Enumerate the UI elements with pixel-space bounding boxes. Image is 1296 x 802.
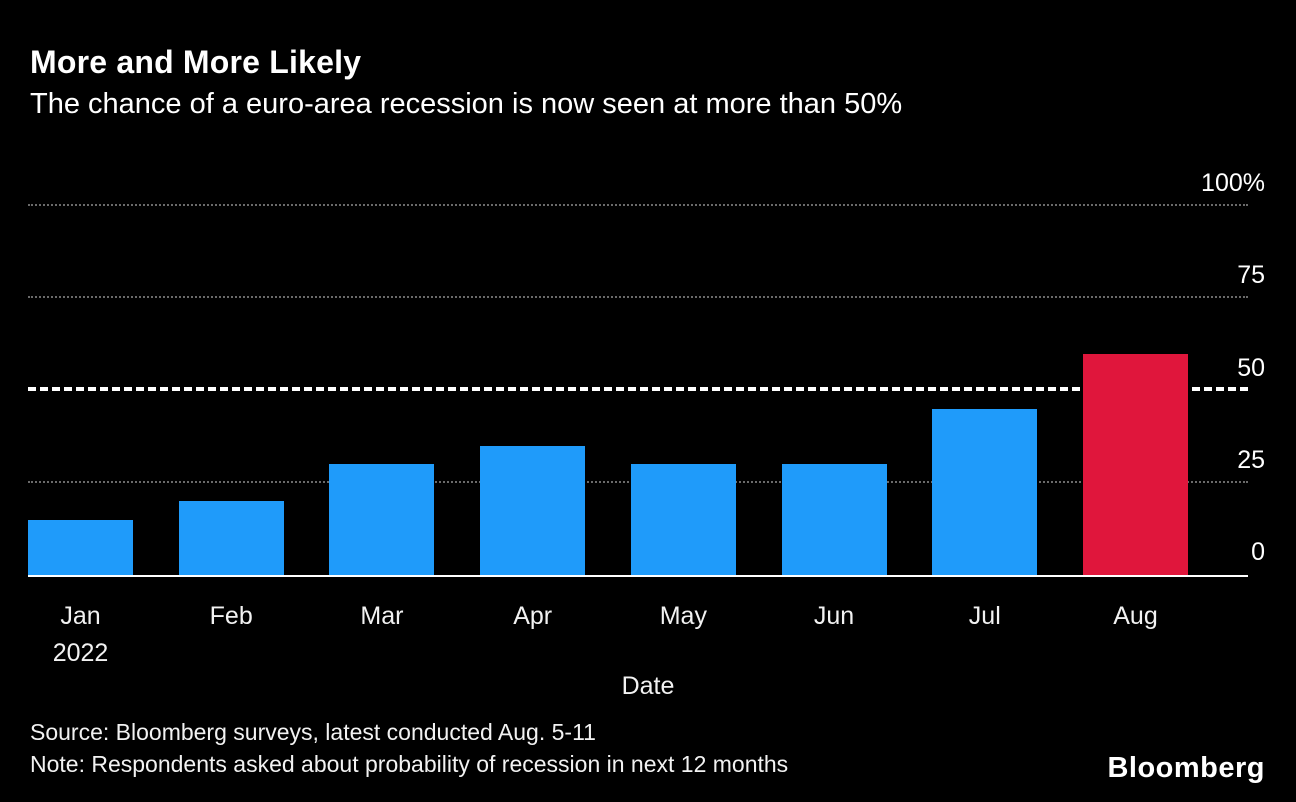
gridline-75	[28, 296, 1248, 299]
bar-jun	[781, 464, 887, 575]
bar-feb	[178, 501, 284, 575]
bar-mar	[329, 464, 435, 575]
plot-area	[28, 204, 1248, 577]
y-tick-label-0: 0	[1251, 538, 1265, 566]
x-tick-label-aug: Aug	[1083, 598, 1188, 635]
gridline-100	[28, 204, 1248, 206]
x-tick-label-jun: Jun	[782, 598, 887, 635]
bar-jul	[932, 408, 1038, 575]
source-text: Source: Bloomberg surveys, latest conduc…	[30, 719, 596, 745]
x-tick-label-apr: Apr	[480, 598, 585, 635]
chart-subtitle: The chance of a euro-area recession is n…	[30, 88, 903, 120]
y-tick-label-25: 25	[1237, 445, 1265, 474]
x-tick-month: Feb	[209, 602, 253, 630]
x-tick-label-jan: Jan 2022	[28, 598, 133, 672]
bar-aug	[1083, 353, 1188, 575]
y-tick-label-100: 100%	[1201, 169, 1265, 197]
x-tick-month: May	[659, 602, 707, 630]
x-tick-month: Jan	[60, 602, 101, 630]
note-text: Note: Respondents asked about probabilit…	[30, 751, 789, 777]
chart-area: 0 25 50 75 100%	[28, 169, 1265, 577]
bar-may	[630, 464, 736, 575]
x-tick-month: Aug	[1113, 602, 1158, 630]
x-axis-labels: Jan 2022 Feb Mar Apr May Jun Jul Aug	[28, 598, 1248, 678]
x-tick-label-may: May	[631, 598, 736, 635]
y-tick-label-50: 50	[1237, 353, 1265, 382]
x-tick-month: Mar	[360, 602, 404, 630]
x-tick-month: Apr	[513, 602, 553, 630]
reference-line-50	[28, 386, 1248, 391]
x-tick-label-jul: Jul	[932, 598, 1037, 635]
x-tick-month: Jun	[813, 602, 855, 630]
x-tick-year: 2022	[52, 639, 109, 667]
bar-apr	[480, 445, 586, 575]
x-tick-month: Jul	[968, 602, 1001, 630]
x-tick-label-mar: Mar	[329, 598, 434, 635]
x-tick-label-feb: Feb	[179, 598, 284, 635]
bar-jan	[28, 519, 133, 575]
bloomberg-logo: Bloomberg	[1107, 752, 1265, 784]
y-tick-label-75: 75	[1237, 261, 1265, 290]
chart-title: More and More Likely	[30, 44, 362, 80]
x-axis-title: Date	[621, 672, 675, 700]
